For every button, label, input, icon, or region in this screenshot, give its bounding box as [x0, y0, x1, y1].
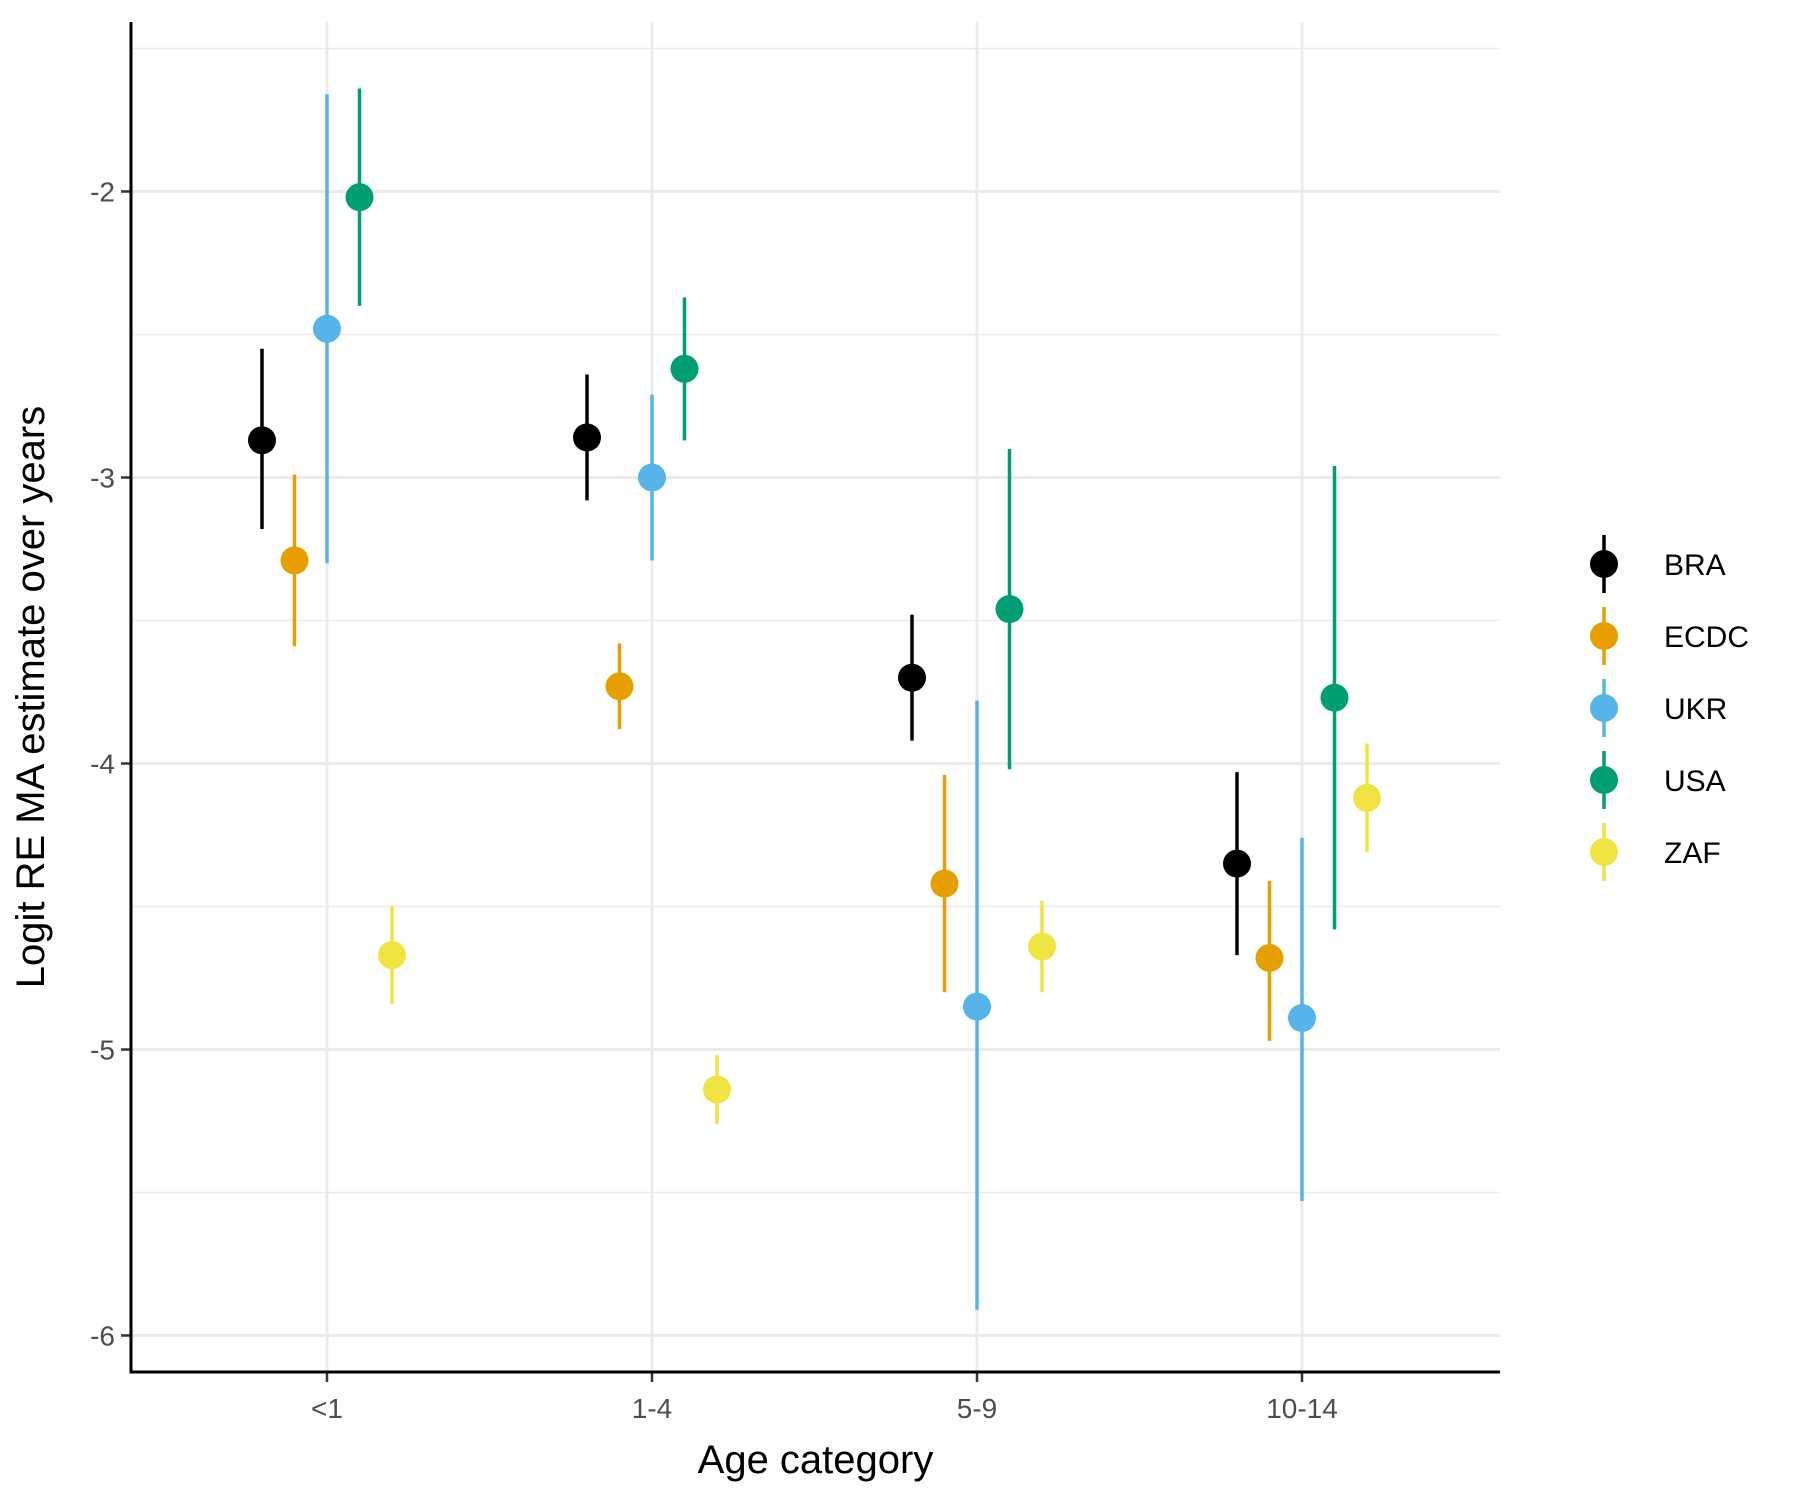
point-ukr [1288, 1004, 1316, 1033]
point-usa [995, 595, 1024, 624]
grid [131, 22, 1500, 1372]
legend-item-usa: USA [1590, 751, 1726, 809]
y-tick-label: -3 [90, 463, 115, 494]
legend-label: UKR [1664, 693, 1727, 726]
x-tick-label: 1-4 [632, 1393, 672, 1424]
point-usa [670, 354, 699, 383]
point-ecdc [280, 546, 309, 575]
point-bra [248, 426, 276, 455]
point-ecdc [1255, 943, 1284, 972]
point-ukr [313, 314, 341, 343]
point-zaf [703, 1075, 731, 1104]
point-zaf [1353, 783, 1381, 812]
point-bra [1223, 849, 1251, 878]
y-tick-label: -5 [90, 1035, 115, 1066]
legend-key-point [1590, 622, 1618, 650]
y-tick-label: -6 [90, 1321, 115, 1352]
legend-key-point [1590, 766, 1618, 794]
legend-key-point [1590, 550, 1618, 578]
legend-label: USA [1664, 765, 1726, 798]
legend-item-zaf: ZAF [1590, 823, 1721, 881]
legend-key-point [1590, 838, 1618, 866]
point-ukr [638, 463, 666, 492]
legend-item-ecdc: ECDC [1590, 607, 1749, 665]
tick-labels: -6 -5 -4 -3 -2 <1 1-4 5-9 10-14 [90, 177, 1338, 1425]
point-bra [898, 663, 926, 692]
axes [121, 22, 1500, 1382]
legend-item-ukr: UKR [1590, 679, 1727, 737]
x-tick-label: 10-14 [1266, 1393, 1338, 1424]
point-usa [345, 183, 374, 212]
y-tick-label: -2 [90, 177, 115, 208]
x-axis-title: Age category [698, 1438, 934, 1482]
point-zaf [1028, 932, 1056, 961]
point-bra [573, 423, 601, 452]
y-tick-label: -4 [90, 749, 115, 780]
x-tick-label: 5-9 [957, 1393, 997, 1424]
legend-label: ZAF [1664, 837, 1721, 870]
legend-key-point [1590, 694, 1618, 722]
legend-item-bra: BRA [1590, 535, 1726, 593]
y-axis-title: Logit RE MA estimate over years [9, 406, 53, 988]
legend: BRA ECDC UKR USA ZAF [1590, 535, 1749, 881]
x-tick-label: <1 [311, 1393, 343, 1424]
point-ecdc [930, 869, 959, 898]
point-ecdc [605, 672, 634, 701]
data-marks [248, 88, 1381, 1310]
point-usa [1320, 683, 1349, 712]
legend-label: ECDC [1664, 621, 1749, 654]
legend-label: BRA [1664, 549, 1726, 582]
point-zaf [378, 941, 406, 970]
point-ukr [963, 992, 991, 1021]
